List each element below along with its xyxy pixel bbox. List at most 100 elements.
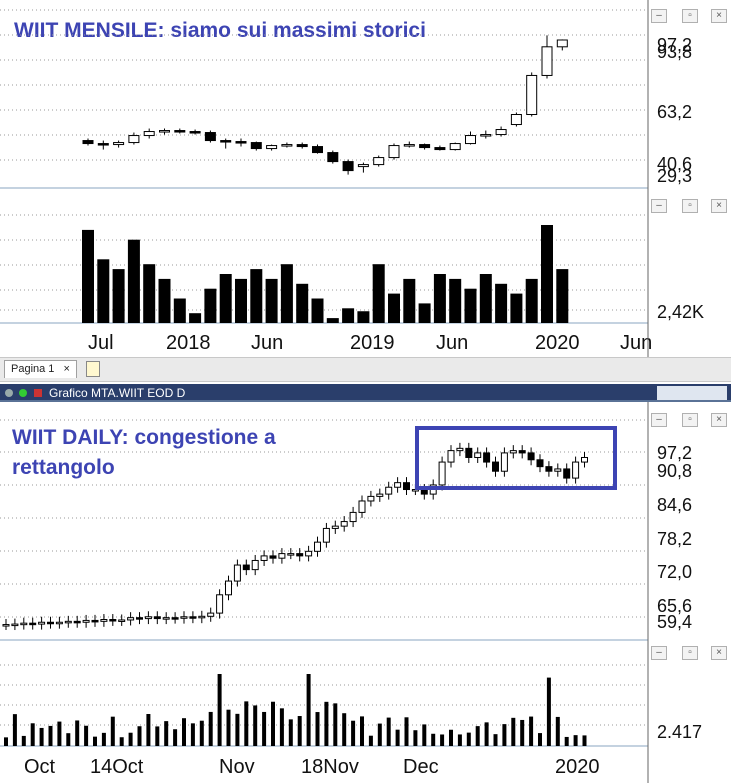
volume-bar — [386, 717, 391, 746]
candle-body — [327, 152, 339, 163]
candle-body — [572, 461, 580, 479]
volume-bar — [173, 298, 186, 323]
close-button[interactable]: × — [711, 413, 727, 427]
monthly-annotation: WIIT MENSILE: siamo sui massimi storici — [14, 19, 426, 42]
candle-body — [492, 461, 499, 472]
volume-bar — [271, 701, 275, 746]
candle-body — [113, 142, 125, 146]
volume-bar — [204, 288, 217, 323]
candle-body — [127, 617, 135, 621]
volume-bar — [244, 701, 249, 746]
tab-bar: Pagina 1 × — [0, 357, 731, 382]
arrow-icon — [33, 389, 42, 397]
minimize-button[interactable]: – — [651, 413, 667, 427]
volume-bar — [235, 278, 247, 323]
candle-body — [250, 142, 262, 150]
volume-bar — [48, 725, 53, 746]
candle-body — [287, 553, 295, 556]
candle-body — [73, 620, 81, 624]
volume-bar — [484, 722, 489, 746]
candle-body — [322, 527, 330, 543]
volume-bar — [546, 677, 551, 746]
candle-body — [545, 466, 553, 472]
volume-bar — [280, 264, 293, 323]
candle-body — [340, 521, 348, 527]
volume-bar — [75, 720, 80, 746]
maximize-button[interactable]: ▫ — [682, 199, 698, 213]
maximize-button[interactable]: ▫ — [682, 9, 698, 23]
toolbar-icons[interactable] — [657, 386, 727, 400]
candle-body — [465, 135, 476, 145]
candle-body — [47, 621, 54, 625]
maximize-button[interactable]: ▫ — [682, 413, 698, 427]
candle-body — [82, 140, 94, 145]
volume-bar — [21, 735, 26, 746]
daily-annotation-line2: rettangolo — [12, 456, 115, 479]
candle-body — [385, 486, 393, 495]
candle-body — [388, 145, 400, 159]
volume-bar — [556, 269, 569, 323]
daily-annotation-line1: WIIT DAILY: congestione a — [12, 426, 276, 449]
candle-body — [281, 144, 293, 147]
volume-bar — [112, 269, 125, 323]
close-button[interactable]: × — [711, 9, 727, 23]
volume-bar — [265, 278, 278, 323]
volume-bar — [306, 674, 311, 746]
monthly-price-label: 40,6 — [657, 154, 693, 174]
candle-body — [373, 157, 385, 166]
candle-body — [198, 615, 206, 619]
candle-body — [251, 559, 259, 571]
congestion-rectangle — [415, 426, 617, 490]
monthly-x-label: 2018 — [166, 332, 211, 354]
candle-body — [174, 130, 186, 133]
close-button[interactable]: × — [711, 646, 727, 660]
candle-body — [266, 145, 278, 150]
tab-pagina-1[interactable]: Pagina 1 × — [4, 360, 77, 378]
monthly-price-label: 29,3 — [657, 166, 693, 186]
volume-bar — [464, 288, 477, 323]
candle-body — [242, 564, 250, 571]
tab-close-icon[interactable]: × — [63, 363, 70, 375]
volume-bar — [128, 732, 133, 746]
new-tab-icon[interactable] — [86, 361, 100, 377]
daily-price-label: 97,2 — [657, 443, 693, 463]
candle-body — [510, 114, 522, 126]
volume-bar — [377, 723, 382, 746]
volume-bar — [82, 229, 94, 323]
monthly-x-label: Jun — [251, 332, 284, 354]
minimize-button[interactable]: – — [651, 199, 667, 213]
daily-x-label: Dec — [403, 756, 439, 778]
minimize-button[interactable]: – — [651, 646, 667, 660]
volume-bar — [158, 278, 171, 323]
volume-bar — [388, 293, 400, 323]
volume-bar — [404, 717, 409, 746]
green-dot-icon — [19, 389, 28, 397]
candle-body — [312, 146, 323, 154]
volume-bar — [101, 732, 106, 746]
volume-bar — [357, 311, 370, 323]
candle-body — [465, 447, 473, 458]
candle-body — [207, 612, 215, 617]
close-button[interactable]: × — [711, 199, 727, 213]
volume-bar — [127, 239, 140, 323]
candle-body — [11, 623, 19, 627]
daily-price-label: 65,6 — [657, 596, 693, 616]
volume-bar — [372, 264, 385, 323]
daily-price-label: 59,4 — [657, 612, 693, 632]
volume-bar — [457, 734, 462, 746]
candle-body — [235, 141, 247, 144]
monthly-price-label: 93,8 — [657, 42, 693, 62]
maximize-button[interactable]: ▫ — [682, 646, 698, 660]
minimize-button[interactable]: – — [651, 9, 667, 23]
candle-body — [20, 622, 28, 626]
volume-bar — [433, 274, 446, 323]
volume-bar — [422, 724, 427, 746]
candle-body — [367, 495, 375, 502]
volume-bar — [403, 278, 416, 323]
monthly-volume-label: 2,42K — [657, 302, 705, 322]
volume-bar — [250, 269, 263, 323]
volume-bar — [342, 308, 355, 323]
volume-bar — [189, 313, 202, 323]
candle-body — [180, 616, 188, 619]
candle-body — [225, 580, 232, 596]
